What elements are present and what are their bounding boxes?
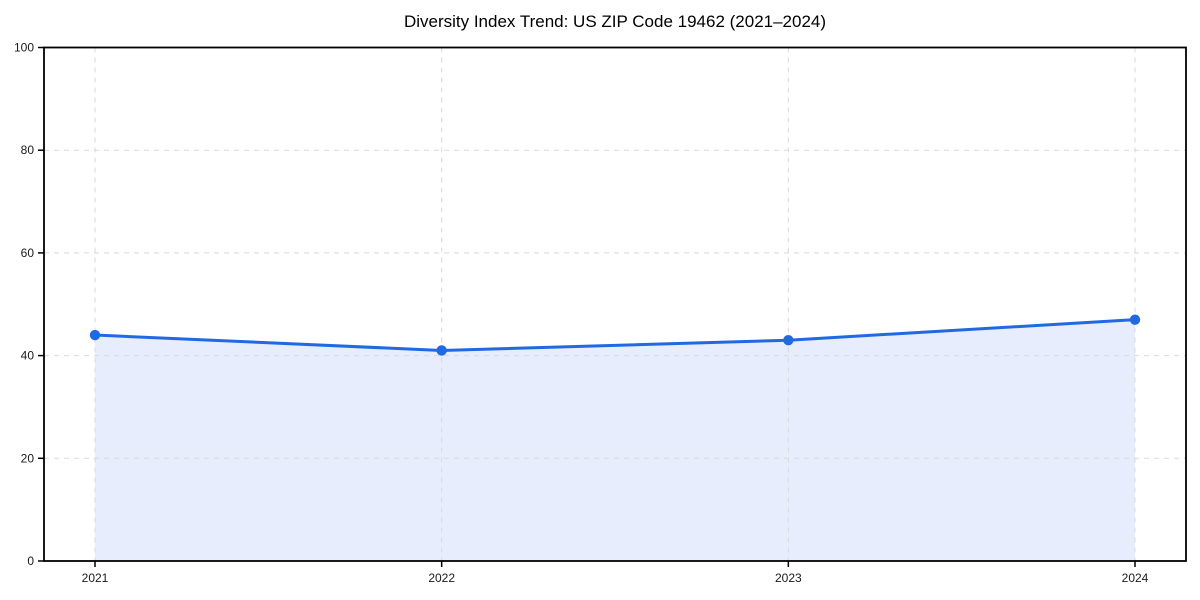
x-axis-tick-label: 2022: [428, 571, 455, 585]
y-axis-tick-label: 100: [14, 41, 34, 55]
area-fill: [95, 319, 1135, 561]
plot-border-layer: [43, 46, 1187, 562]
chart-title: Diversity Index Trend: US ZIP Code 19462…: [404, 12, 826, 31]
data-point: [436, 345, 447, 356]
x-axis-tick-label: 2021: [82, 571, 109, 585]
axis-tick-labels-layer: 0 20 40 60 80 100 2021 2022 2023 2024: [14, 41, 1149, 586]
trend-line-layer: [93, 318, 1137, 352]
y-axis-tick-label: 60: [21, 246, 35, 260]
y-axis-tick-label: 0: [27, 554, 34, 568]
axis-ticks-layer: [38, 46, 1136, 567]
plot-border: [43, 46, 1187, 562]
data-point: [89, 329, 101, 341]
area-fill-layer: [95, 319, 1135, 561]
x-axis-tick-label: 2024: [1122, 571, 1149, 585]
y-axis-tick-label: 40: [21, 349, 35, 363]
trend-line: [93, 318, 1137, 352]
y-axis-tick-label: 20: [21, 451, 35, 465]
gridlines-layer: [44, 47, 1186, 561]
x-axis-tick-label: 2023: [775, 571, 802, 585]
data-point: [1129, 314, 1141, 325]
data-point: [783, 334, 794, 346]
y-axis-tick-label: 80: [21, 143, 35, 157]
data-points-layer: [89, 314, 1141, 356]
